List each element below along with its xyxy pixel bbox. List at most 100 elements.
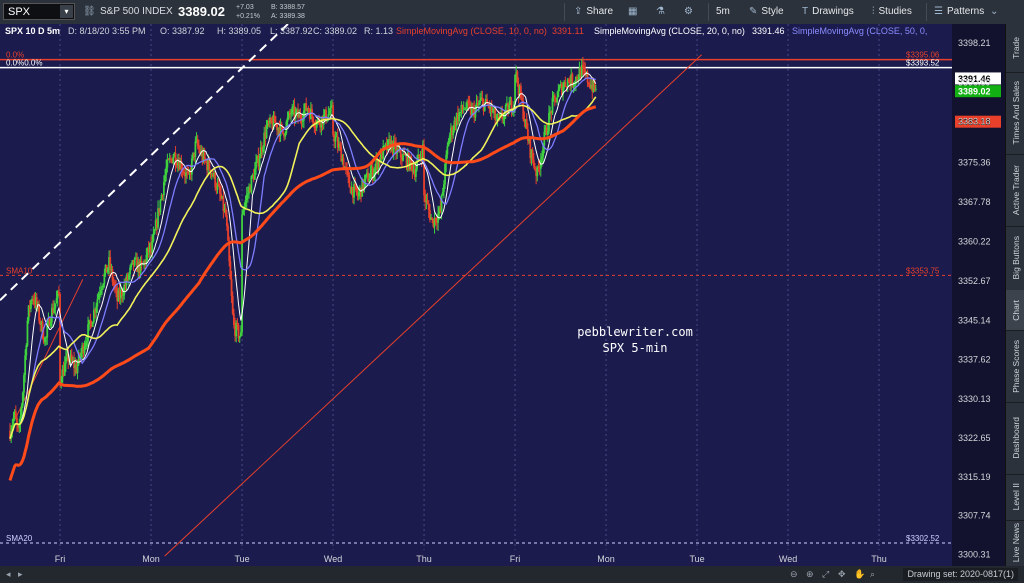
share-icon: ⇪: [574, 6, 583, 17]
candle-body: [278, 128, 281, 137]
candle-body: [419, 157, 422, 158]
candle-body: [210, 173, 213, 175]
candle-body: [218, 185, 221, 194]
candle-body: [262, 147, 264, 152]
candle-body: [164, 174, 166, 183]
scroll-right-icon[interactable]: ▸: [18, 569, 23, 579]
flask-button[interactable]: ⚗: [652, 2, 673, 22]
tab-big-buttons[interactable]: Big Buttons: [1006, 226, 1024, 291]
watermark-site: pebblewriter.com: [577, 325, 693, 339]
tab-active-trader[interactable]: Active Trader: [1006, 154, 1024, 227]
candle-body: [287, 112, 290, 118]
tab-trade[interactable]: Trade: [1006, 24, 1024, 73]
tab-level-ii[interactable]: Level II: [1006, 474, 1024, 521]
candle-body: [406, 153, 409, 167]
candle-body: [77, 353, 80, 365]
patterns-button[interactable]: ☰ Patterns: [934, 6, 985, 17]
symbol-dropdown-icon[interactable]: ▾: [60, 5, 73, 18]
candle-body: [354, 183, 357, 186]
pan-icon[interactable]: ✋: [854, 569, 866, 579]
candle-body: [108, 257, 110, 269]
candle-body: [521, 98, 523, 101]
drawing-set-selector[interactable]: Drawing set: 2020-0817(1): [903, 568, 1018, 581]
candle-body: [103, 273, 106, 284]
candle-body: [230, 279, 233, 297]
candle-body: [264, 132, 267, 138]
drawings-button[interactable]: T Drawings: [802, 6, 854, 17]
level-label: SMA20: [6, 534, 33, 543]
cursor-icon[interactable]: ✥: [838, 569, 846, 579]
candle-body: [518, 85, 521, 95]
studies-button[interactable]: ⫶ Studies: [872, 6, 912, 17]
candle-body: [101, 287, 103, 290]
candle-body: [314, 127, 317, 129]
candle-body: [187, 172, 190, 174]
style-button[interactable]: ✎ Style: [749, 6, 784, 17]
interval-button[interactable]: 5m: [716, 6, 730, 17]
zoom-in-icon[interactable]: ⊕: [806, 569, 814, 579]
grid-button[interactable]: ▦: [624, 2, 645, 22]
candle-body: [453, 120, 456, 131]
zoom-out-icon[interactable]: ⊖: [790, 569, 798, 579]
candle-body: [127, 274, 130, 280]
candle-body: [234, 324, 236, 337]
y-tick-label: 3315.19: [958, 472, 991, 482]
candle-body: [455, 113, 458, 127]
tab-phase-scores[interactable]: Phase Scores: [1006, 330, 1024, 403]
candle-body: [245, 194, 248, 201]
candle-body: [288, 112, 291, 115]
candle-body: [272, 115, 275, 130]
candle-body: [551, 97, 554, 114]
share-button[interactable]: ⇪ Share: [574, 6, 614, 17]
candle-body: [217, 184, 220, 186]
bottom-bar: ◂ ▸ ⊖ ⊕ ⤢ ✥ ✋ ⌕ Drawing set: 2020-0817(1…: [0, 566, 1024, 583]
candle-body: [516, 71, 519, 84]
candle-body: [153, 230, 156, 234]
candle-body: [435, 222, 438, 223]
x-tick-label: Mon: [142, 554, 160, 564]
candle-body: [434, 217, 437, 223]
ask-price: A: 3389.38: [271, 13, 305, 20]
candle-body: [315, 120, 318, 128]
candle-body: [277, 128, 280, 131]
candle-body: [325, 109, 327, 122]
candle-body: [479, 100, 481, 104]
symbol-input[interactable]: SPX ▾: [3, 3, 75, 20]
y-tick-label: 3398.21: [958, 38, 991, 48]
candle-body: [509, 100, 512, 105]
settings-button[interactable]: ⚙: [680, 2, 701, 22]
tab-times-and-sales[interactable]: Times And Sales: [1006, 72, 1024, 155]
candle-body: [129, 267, 131, 275]
candle-body: [161, 194, 164, 196]
chart[interactable]: SMA10 $3353.75 SMA20 $3302.52 0.0% $3395.06 0.…: [0, 24, 1005, 566]
candle-body: [416, 160, 418, 169]
candle-body: [74, 364, 77, 369]
candle-body: [298, 114, 301, 118]
magnifier-icon[interactable]: ⌕: [870, 569, 876, 579]
tab-live-news[interactable]: Live News: [1006, 520, 1024, 567]
candle-body: [411, 162, 414, 172]
candle-body: [560, 84, 563, 95]
candle-body: [147, 247, 150, 253]
candle-body: [188, 171, 191, 173]
fit-icon[interactable]: ⤢: [822, 569, 830, 579]
candle-body: [89, 319, 92, 322]
scroll-left-icon[interactable]: ◂: [6, 569, 11, 579]
candle-body: [580, 64, 583, 78]
candle-body: [467, 100, 470, 104]
candle-body: [534, 166, 536, 170]
more-button[interactable]: ⌄: [986, 2, 1006, 22]
candle-body: [208, 159, 211, 170]
candle-body: [173, 152, 176, 157]
x-axis: Fri Mon Tue Wed Thu Fri Mon Tue Wed Thu: [55, 554, 887, 564]
candle-body: [558, 86, 561, 90]
candle-body: [423, 144, 425, 196]
candle-body: [85, 341, 88, 343]
candle-body: [577, 79, 580, 80]
candle-body: [71, 360, 74, 361]
candle-body: [214, 172, 217, 188]
tab-dashboard[interactable]: Dashboard: [1006, 402, 1024, 475]
tab-chart[interactable]: Chart: [1006, 290, 1024, 331]
candle-body: [246, 193, 249, 195]
link-icon[interactable]: ⛓: [83, 6, 96, 17]
